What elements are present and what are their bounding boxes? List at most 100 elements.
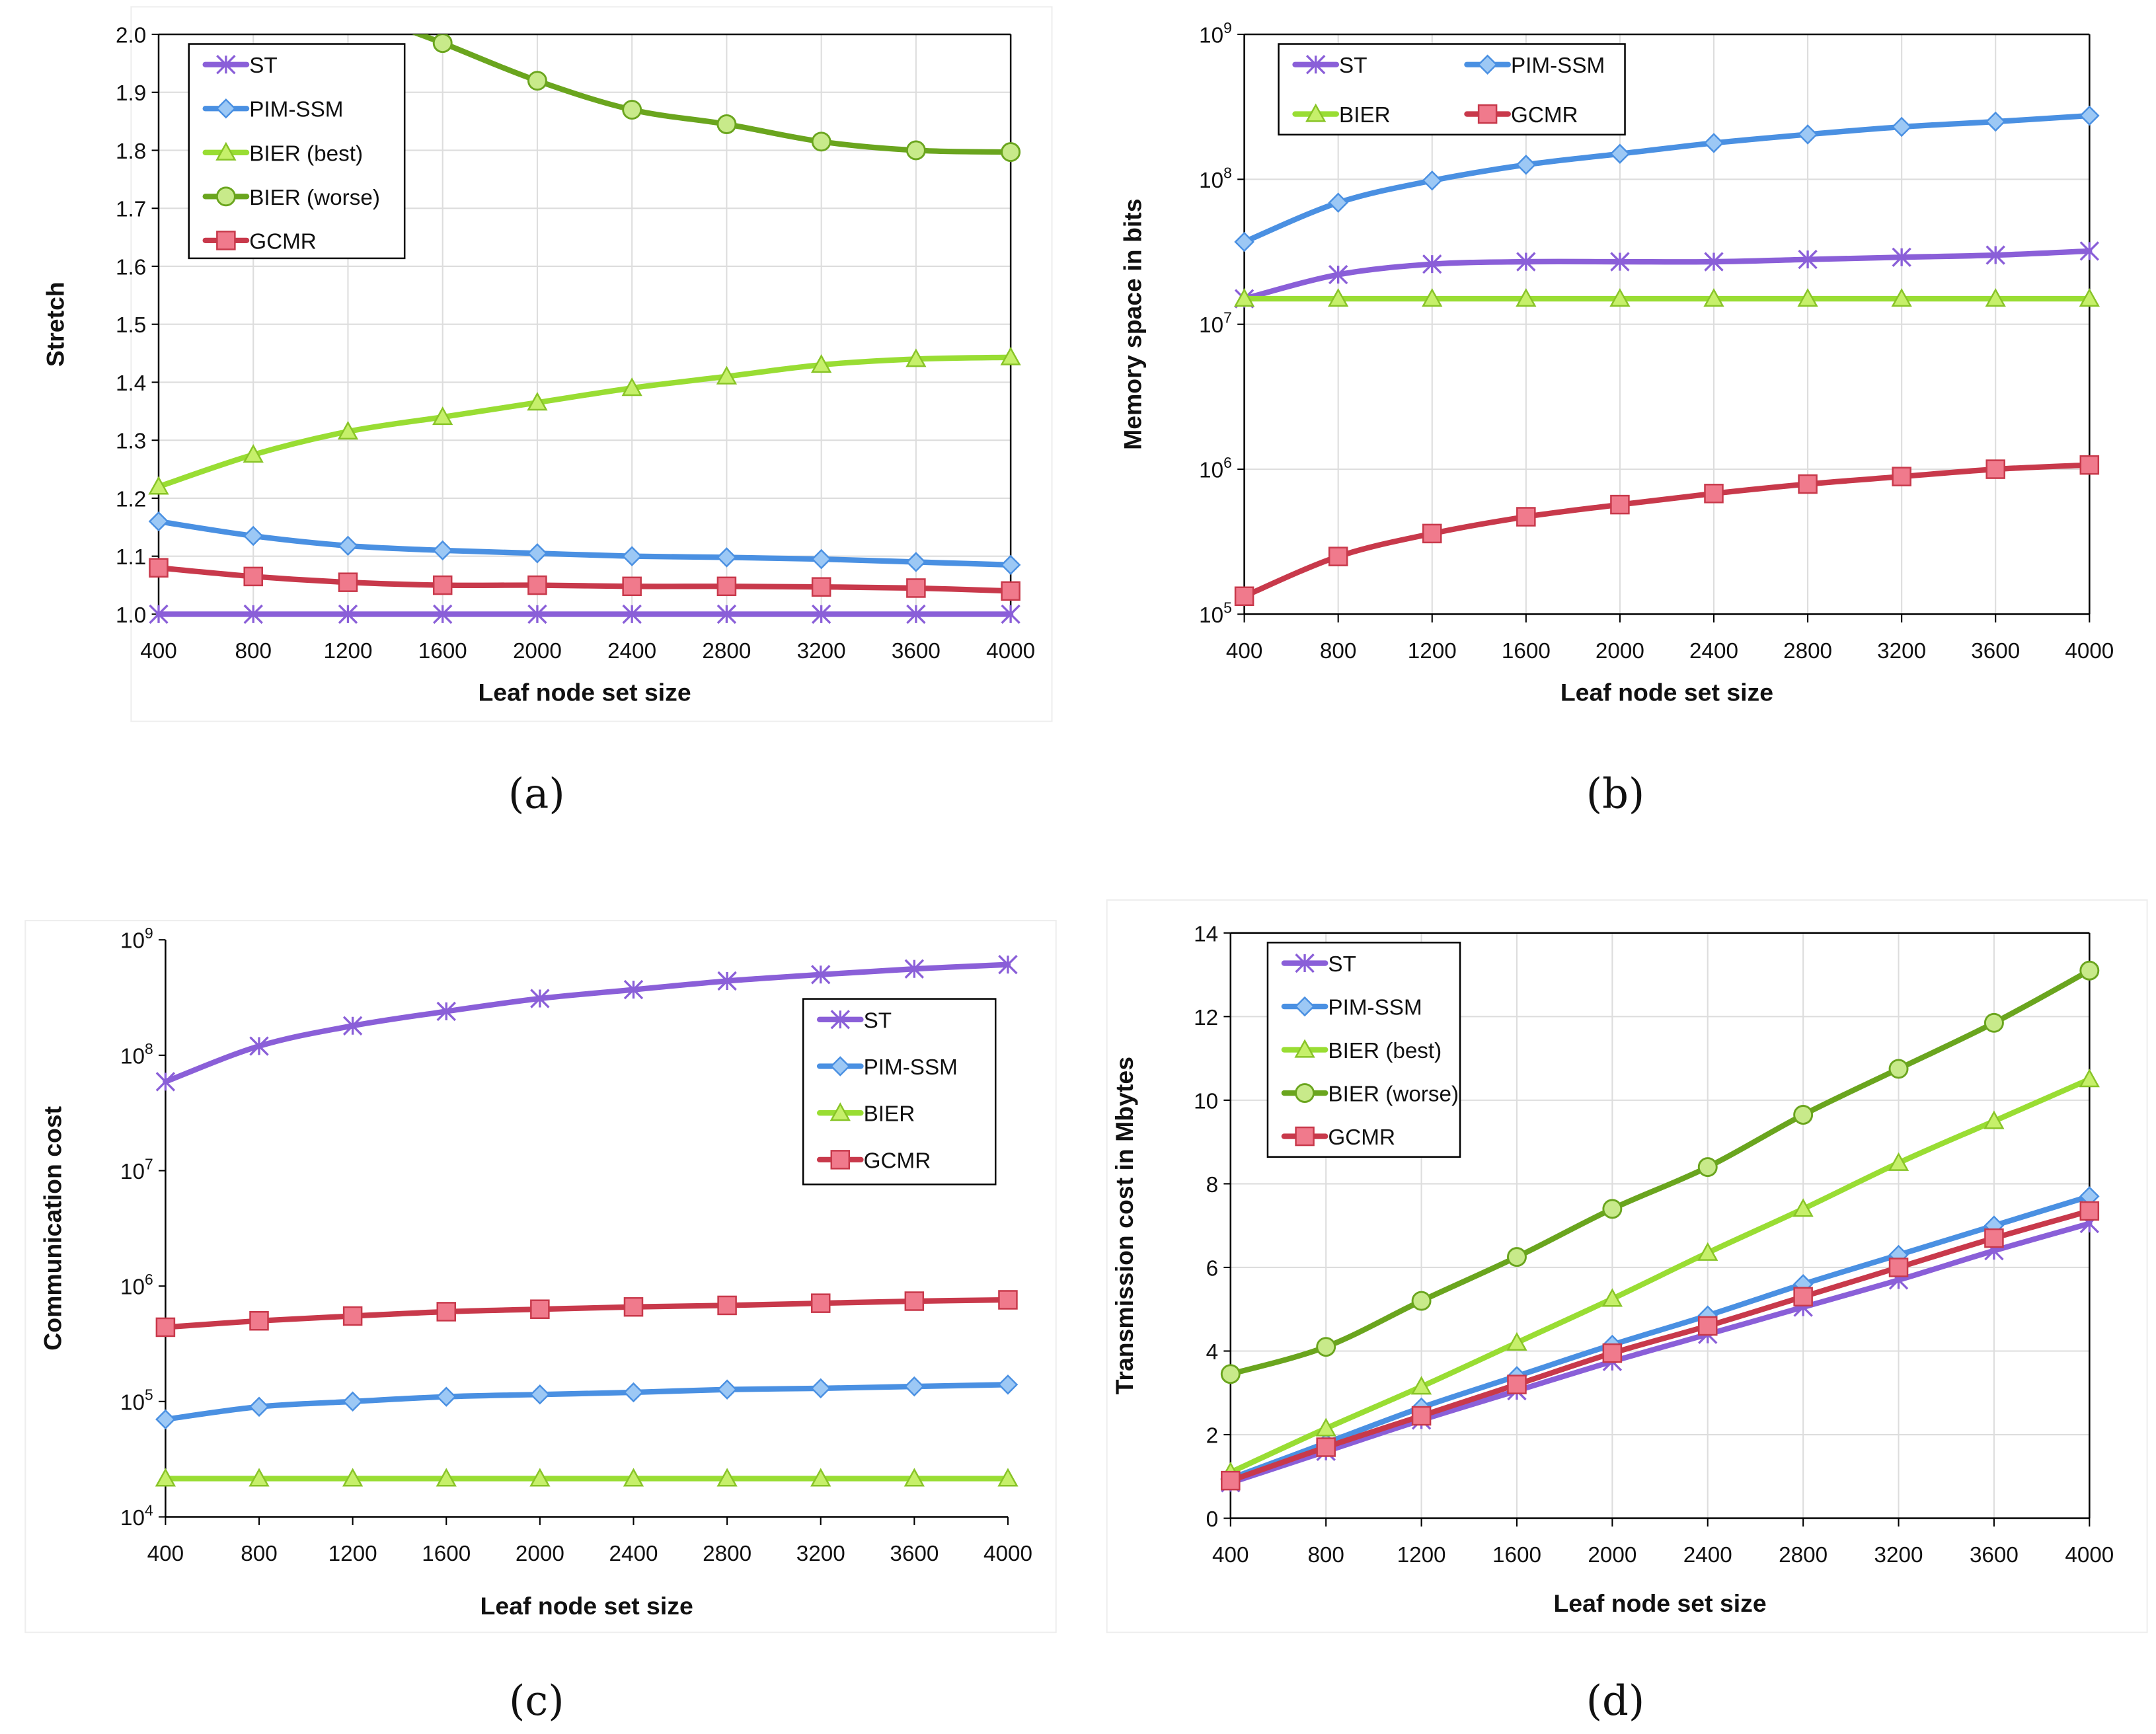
data-point (1985, 111, 2006, 132)
data-point (1410, 1376, 1432, 1395)
series-pim-ssm (155, 1375, 1019, 1430)
x-tick-label: 1200 (1408, 639, 1457, 663)
legend-label: PIM-SSM (864, 1055, 958, 1080)
data-point (1506, 1247, 1527, 1267)
data-point (1316, 1337, 1336, 1357)
legend-item: ST (202, 54, 278, 78)
data-point (342, 1016, 363, 1036)
data-point (432, 34, 453, 54)
x-tick-label: 2400 (607, 639, 656, 663)
y-tick-label: 4 (1206, 1340, 1219, 1365)
legend-marker (1295, 1083, 1315, 1104)
legend-item: BIER (best) (1281, 1039, 1442, 1063)
x-tick-label: 4000 (2065, 1543, 2114, 1567)
x-tick-label: 800 (235, 639, 271, 663)
data-point (811, 604, 831, 624)
data-point (1000, 554, 1021, 576)
x-tick-label: 2400 (1683, 1543, 1732, 1567)
y-tick-label: 2 (1206, 1423, 1219, 1448)
data-point (621, 546, 642, 566)
y-tick-exponent: 6 (1223, 454, 1232, 471)
chart-frame (130, 6, 1053, 722)
legend-label: ST (249, 54, 278, 78)
x-tick-label: 1200 (323, 639, 372, 663)
data-point (337, 420, 359, 440)
data-point (1798, 249, 1818, 270)
legend-item: ST (1292, 54, 1367, 78)
x-tick-label: 3200 (796, 1542, 845, 1566)
series-bier (155, 1468, 1019, 1487)
data-point (527, 392, 548, 411)
series-line (1241, 462, 2093, 599)
data-point (904, 959, 925, 979)
series-line (1241, 248, 2093, 302)
data-point (530, 1299, 550, 1319)
x-tick-label: 3600 (890, 1542, 939, 1566)
data-point (716, 1468, 738, 1487)
x-tick-label: 1600 (1502, 639, 1551, 663)
data-point (621, 377, 642, 396)
data-point (1233, 287, 1255, 307)
data-point (810, 1293, 831, 1313)
data-point (527, 71, 547, 91)
y-tick-exponent: 7 (145, 1155, 153, 1172)
data-point (243, 604, 263, 624)
legend-marker (1294, 1039, 1315, 1058)
x-tick-label: 4000 (983, 1542, 1032, 1566)
data-point (148, 476, 169, 495)
data-point (342, 1306, 363, 1326)
data-point (1704, 252, 1724, 272)
y-tick-label: 1.5 (116, 313, 146, 338)
y-axis-label: Communication cost (38, 1106, 66, 1351)
data-point (1888, 1152, 1909, 1171)
legend-label: GCMR (1328, 1125, 1395, 1150)
series-line (163, 1382, 1011, 1423)
x-tick-label: 3600 (892, 639, 941, 663)
data-point (249, 1310, 269, 1331)
x-tick-label: 400 (1212, 1543, 1249, 1567)
x-tick-label: 2800 (703, 1542, 751, 1566)
data-point (1328, 547, 1348, 566)
data-point (1001, 581, 1020, 601)
data-point (436, 1001, 456, 1022)
y-tick-label: 1.1 (116, 545, 146, 570)
series-st (155, 955, 1018, 1092)
data-point (1411, 1406, 1432, 1426)
data-point (1328, 287, 1349, 307)
x-tick-label: 400 (1226, 639, 1262, 663)
data-point (243, 566, 263, 587)
data-point (155, 1409, 176, 1430)
data-point (1985, 287, 2006, 307)
legend-marker (216, 231, 236, 250)
series-gcmr (1234, 455, 2100, 607)
x-tick-label: 3600 (1971, 639, 2020, 663)
data-point (1793, 1105, 1814, 1125)
x-tick-label: 1600 (422, 1542, 471, 1566)
series-line (1227, 1208, 2093, 1484)
data-point (1891, 116, 1912, 137)
x-axis-label: Leaf node set size (481, 1592, 693, 1620)
series-line (1227, 1076, 2093, 1476)
legend-label: BIER (worse) (1328, 1082, 1459, 1107)
data-point (1422, 523, 1442, 544)
series-line (155, 565, 1014, 594)
x-tick-label: 1600 (1492, 1543, 1541, 1567)
x-tick-label: 2400 (609, 1542, 658, 1566)
y-tick-exponent: 5 (145, 1386, 153, 1404)
data-point (530, 989, 550, 1008)
legend: ST PIM-SSM BIER (best) BIER (worse) GCMR (1266, 942, 1461, 1158)
data-point (1984, 1228, 2004, 1248)
data-point (1609, 143, 1631, 164)
y-tick-label: 1.3 (116, 430, 146, 454)
data-point (997, 1468, 1019, 1487)
data-point (905, 348, 927, 367)
legend-marker (1477, 54, 1498, 75)
series-line (1227, 1221, 2093, 1486)
x-axis-label: Leaf node set size (478, 678, 691, 706)
legend-label: BIER (best) (249, 141, 363, 166)
data-point (717, 971, 737, 991)
x-tick-label: 2800 (1783, 639, 1832, 663)
data-point (436, 1386, 457, 1407)
data-point (906, 604, 926, 624)
x-axis-label: Leaf node set size (1560, 678, 1773, 706)
